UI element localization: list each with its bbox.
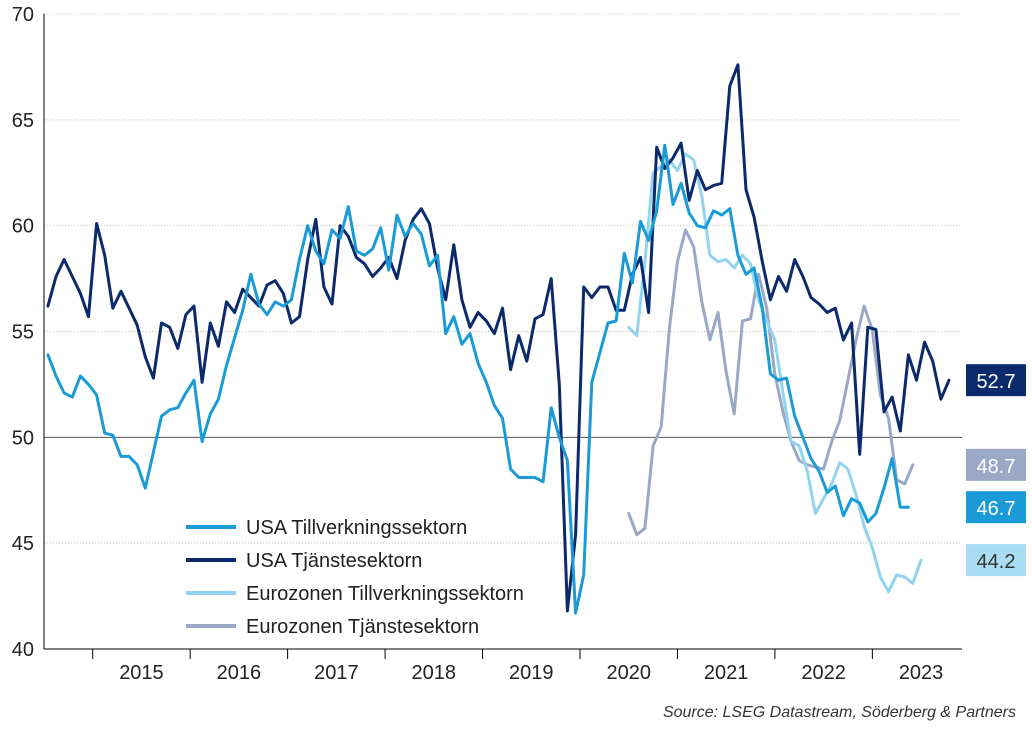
end-label-ez-services: 48.7 [977,456,1016,478]
series-line-ez-services [627,228,915,537]
x-tick-label: 2018 [412,662,457,684]
end-label-box-usa-services [966,364,1026,397]
x-tick-label: 2020 [606,662,651,684]
y-tick-label: 60 [12,216,34,238]
y-tick-label: 40 [12,639,34,661]
x-tick-label: 2022 [801,662,846,684]
x-tick-label: 2019 [509,662,554,684]
series-line-usa-services [46,63,951,613]
x-tick-label: 2016 [217,662,262,684]
end-label-usa-services: 52.7 [977,371,1016,393]
y-tick-label: 50 [12,427,34,449]
legend-label-usa-services: USA Tjänstesektorn [246,550,422,572]
x-tick-label: 2015 [119,662,164,684]
end-label-usa-manufacturing: 46.7 [977,498,1016,520]
y-tick-label: 55 [12,322,34,344]
source-note: Source: LSEG Datastream, Söderberg & Par… [662,704,1016,721]
end-label-box-ez-services [966,448,1026,481]
series-line-ez-manufacturing [627,152,923,594]
y-tick-label: 70 [12,4,34,26]
end-label-box-usa-manufacturing [966,491,1026,524]
x-tick-label: 2023 [899,662,944,684]
x-tick-label: 2017 [314,662,359,684]
legend-label-ez-manufacturing: Eurozonen Tillverkningssektorn [246,583,524,605]
end-label-box-ez-manufacturing [966,544,1026,577]
y-tick-label: 45 [12,533,34,555]
end-label-ez-manufacturing: 44.2 [977,551,1016,573]
legend-label-usa-manufacturing: USA Tillverkningssektorn [246,517,467,539]
y-tick-label: 65 [12,110,34,132]
x-tick-label: 2021 [704,662,749,684]
series-line-usa-manufacturing [46,143,910,615]
legend-label-ez-services: Eurozonen Tjänstesektorn [246,616,479,638]
